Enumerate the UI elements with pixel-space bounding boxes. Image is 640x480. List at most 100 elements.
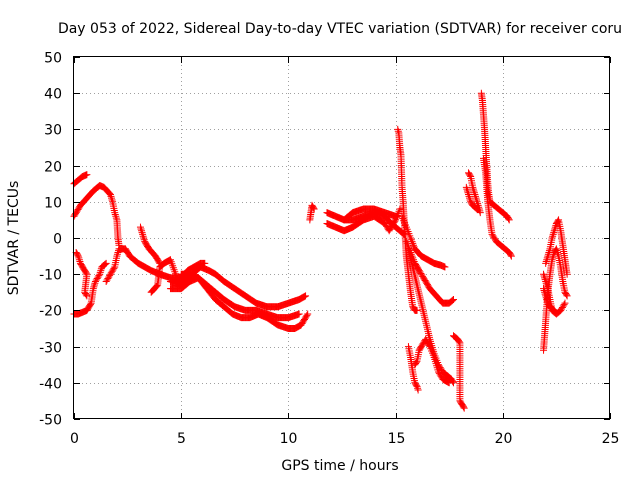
data-point — [95, 272, 103, 280]
data-point — [414, 386, 422, 394]
data-point — [417, 343, 425, 351]
data-point — [295, 310, 303, 318]
data-point — [561, 299, 569, 307]
data-point — [545, 247, 553, 255]
series-track-l — [323, 205, 402, 224]
series-track-j — [177, 270, 312, 332]
data-point — [542, 258, 550, 266]
data-point — [90, 283, 98, 291]
plot-frame — [73, 56, 610, 419]
data-point — [108, 267, 116, 275]
data-point — [76, 258, 84, 266]
data-point — [435, 369, 443, 377]
data-point — [140, 236, 148, 244]
data-point — [543, 297, 551, 305]
data-point — [470, 189, 478, 197]
data-point — [541, 276, 549, 284]
x-axis-title: GPS time / hours — [281, 458, 398, 474]
data-point — [381, 220, 389, 228]
series-track-c — [70, 259, 110, 318]
data-point — [102, 259, 110, 267]
data-point — [75, 256, 83, 264]
data-point — [559, 302, 567, 310]
data-point — [83, 171, 91, 179]
data-point — [394, 127, 402, 135]
data-point — [552, 221, 560, 229]
series-track-k — [306, 201, 318, 224]
data-point — [449, 296, 457, 304]
series-track-u — [449, 332, 468, 412]
data-point — [563, 292, 571, 300]
data-point — [111, 210, 119, 218]
y-tick-label: -10 — [39, 268, 62, 284]
data-point — [412, 358, 420, 366]
x-tick-label: 10 — [280, 431, 298, 447]
data-point — [466, 196, 474, 204]
data-point — [412, 381, 420, 389]
data-point — [91, 277, 99, 285]
y-tick-label: 40 — [44, 87, 62, 103]
data-point — [490, 233, 498, 241]
data-point — [96, 268, 104, 276]
data-point — [113, 252, 121, 260]
data-point — [108, 196, 116, 204]
series-track-ac — [540, 285, 558, 314]
data-point — [549, 230, 557, 238]
data-point — [466, 194, 474, 202]
x-tick-labels: 0 5 10 15 20 25 — [70, 431, 619, 447]
data-point — [507, 252, 515, 260]
x-tick-label: 25 — [602, 431, 620, 447]
series-track-e — [102, 245, 209, 285]
data-point — [436, 371, 444, 379]
data-point — [542, 277, 550, 285]
chart-title: Day 053 of 2022, Sidereal Day-to-day VTE… — [58, 21, 622, 37]
data-point — [418, 341, 426, 349]
data-point — [74, 252, 82, 260]
data-point — [74, 251, 82, 259]
data-point — [489, 232, 497, 240]
data-point — [113, 250, 121, 258]
data-point — [107, 269, 115, 277]
series-track-ab — [542, 216, 571, 278]
data-point — [491, 235, 499, 243]
data-point — [90, 281, 98, 289]
data-point — [541, 274, 549, 282]
data-point — [112, 212, 120, 220]
data-point — [473, 198, 481, 206]
series-track-b — [70, 182, 123, 249]
data-point — [507, 251, 515, 259]
data-point — [449, 296, 457, 304]
data-point — [548, 234, 556, 242]
data-point — [551, 223, 559, 231]
data-point — [407, 236, 415, 244]
data-point — [441, 263, 449, 271]
data-point — [543, 296, 551, 304]
y-tick-label: 10 — [44, 196, 62, 212]
series-track-a — [70, 171, 91, 188]
series-track-y — [480, 154, 515, 260]
data-point — [140, 234, 148, 242]
data-point — [100, 261, 108, 269]
data-point — [138, 229, 146, 237]
grid-lines — [74, 57, 610, 419]
data-point — [448, 297, 456, 305]
data-point — [550, 306, 558, 314]
series-track-t — [411, 335, 453, 387]
data-point — [112, 214, 120, 222]
data-point — [417, 269, 425, 277]
data-point — [105, 189, 113, 197]
data-point — [542, 294, 550, 302]
data-point — [109, 266, 117, 274]
data-point — [464, 189, 472, 197]
series-track-w — [462, 183, 483, 213]
data-point — [550, 229, 558, 237]
data-point — [541, 290, 549, 298]
data-point — [473, 196, 481, 204]
data-point — [471, 192, 479, 200]
data-point — [310, 205, 318, 213]
data-point — [407, 234, 415, 242]
series-track-q — [398, 212, 449, 271]
data-point — [549, 305, 557, 313]
data-point — [309, 204, 317, 212]
